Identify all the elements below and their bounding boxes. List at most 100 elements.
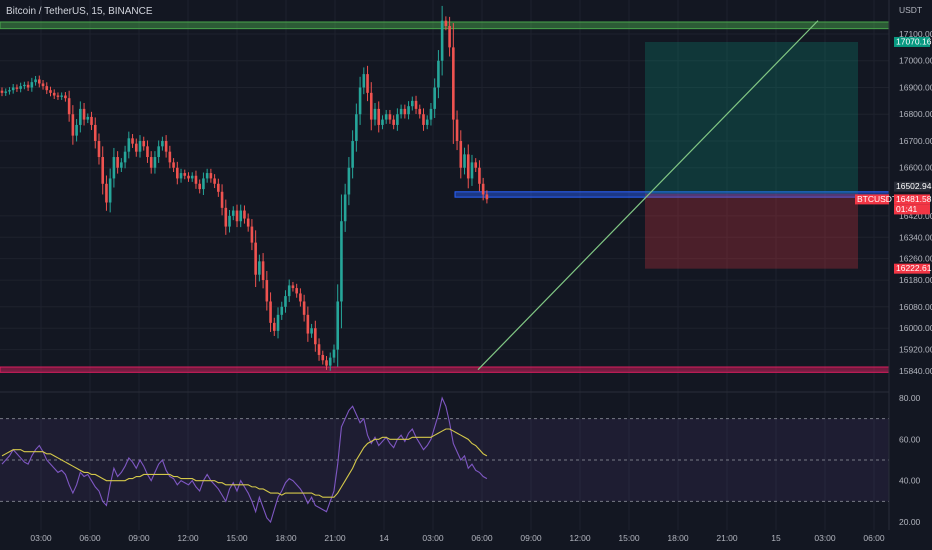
candle-body xyxy=(86,116,90,120)
price-tag xyxy=(894,36,930,47)
price-axis[interactable]: USDT 17100.00 17000.00 16900.00 16800.00 167… xyxy=(899,5,932,376)
candle-body xyxy=(258,261,261,275)
price-tick-label: 15840.00 xyxy=(899,366,932,376)
candle-body xyxy=(0,90,4,93)
zones xyxy=(0,21,890,373)
price-tick-label: 15920.00 xyxy=(899,345,932,355)
rsi-tick-label: 20.00 xyxy=(899,517,921,527)
candle-body xyxy=(217,183,220,192)
candle-body xyxy=(351,140,354,168)
candle-body xyxy=(209,173,213,179)
rsi-tick-label: 80.00 xyxy=(899,393,921,403)
candle-body xyxy=(403,108,407,115)
candle-body xyxy=(388,114,392,120)
candle-body xyxy=(291,285,295,289)
candle-body xyxy=(123,151,127,163)
price-tick-label: 16260.00 xyxy=(899,254,932,264)
candle-body xyxy=(466,154,470,179)
candle-body xyxy=(429,108,433,120)
rsi-axis[interactable]: 80.00 60.00 40.00 20.00 xyxy=(899,393,921,527)
candle-body xyxy=(149,157,153,168)
candle-body xyxy=(97,140,101,158)
candle-body xyxy=(30,82,34,88)
candle-body xyxy=(340,221,343,302)
price-tag-label: 16222.61 xyxy=(896,263,932,273)
candle-body xyxy=(4,91,8,93)
candle-body xyxy=(108,178,112,203)
candle-body xyxy=(198,183,201,190)
candle-body xyxy=(321,354,325,361)
candle-body xyxy=(228,215,231,227)
rsi-tick-label: 60.00 xyxy=(899,434,921,444)
candle-body xyxy=(243,210,246,219)
trendline[interactable] xyxy=(477,20,819,371)
candle-body xyxy=(194,175,198,184)
candle-body xyxy=(93,124,97,141)
candle-body xyxy=(399,108,403,115)
price-tick-label: 17000.00 xyxy=(899,56,932,66)
time-tick-label: 03:00 xyxy=(30,533,52,543)
candle-body xyxy=(355,114,358,141)
candle-body xyxy=(239,210,243,222)
candle-body xyxy=(67,98,71,115)
candle-body xyxy=(317,344,321,355)
candle-body xyxy=(261,261,265,281)
grid-lines xyxy=(0,0,889,530)
candle-body xyxy=(19,86,22,89)
candle-body xyxy=(459,140,463,168)
candle-body xyxy=(287,285,291,297)
candle-body xyxy=(15,87,19,89)
candle-body xyxy=(418,108,422,115)
candle-body xyxy=(444,20,448,26)
candle-body xyxy=(146,146,149,158)
candle-body xyxy=(381,119,384,125)
candle-body xyxy=(433,87,436,109)
price-axis-unit: USDT xyxy=(899,5,922,15)
candle-body xyxy=(79,108,82,125)
candle-body xyxy=(205,173,209,179)
candle-body xyxy=(314,328,317,345)
position-stop-box xyxy=(645,193,858,269)
candle-body xyxy=(131,138,134,144)
candle-body xyxy=(11,87,15,91)
candle-body xyxy=(71,114,75,136)
time-tick-label: 12:00 xyxy=(569,533,591,543)
candle-body xyxy=(153,157,157,168)
candle-body xyxy=(366,74,369,93)
candle-body xyxy=(332,349,336,358)
candle-body xyxy=(172,162,175,168)
time-axis[interactable]: 03:00 06:00 09:00 12:00 15:00 18:00 21:00 14 03:… xyxy=(30,533,885,543)
candle-body xyxy=(250,226,254,243)
rsi-pane xyxy=(0,391,889,524)
price-tick-label: 16700.00 xyxy=(899,136,932,146)
candle-body xyxy=(105,183,108,203)
candle-body xyxy=(190,175,194,179)
price-tick-label: 16340.00 xyxy=(899,232,932,242)
candle-body xyxy=(336,301,339,350)
rsi-ma-line xyxy=(1,428,488,498)
candle-body xyxy=(26,84,30,88)
candle-body xyxy=(183,173,187,176)
price-tag-label: 17070.16 xyxy=(896,36,932,46)
candle-body xyxy=(213,178,216,184)
price-tick-label: 16180.00 xyxy=(899,275,932,285)
candle-body xyxy=(328,357,332,366)
candle-body xyxy=(280,306,284,315)
position-target-box xyxy=(645,41,858,194)
candle-body xyxy=(179,173,183,179)
candle-body xyxy=(168,151,172,163)
candle-body xyxy=(246,218,250,227)
time-tick-label: 18:00 xyxy=(667,533,689,543)
candle-body xyxy=(75,124,78,136)
price-tick-label: 16900.00 xyxy=(899,82,932,92)
price-tick-label: 16600.00 xyxy=(899,163,932,173)
candle-body xyxy=(440,20,444,61)
price-tick-label: 16800.00 xyxy=(899,109,932,119)
candle-body xyxy=(485,194,489,200)
candle-body xyxy=(407,106,410,115)
candle-body xyxy=(127,138,131,152)
candle-body xyxy=(377,108,381,125)
candle-body xyxy=(8,90,11,92)
symbol-title[interactable]: Bitcoin / TetherUS, 15, BINANCE xyxy=(6,6,153,17)
